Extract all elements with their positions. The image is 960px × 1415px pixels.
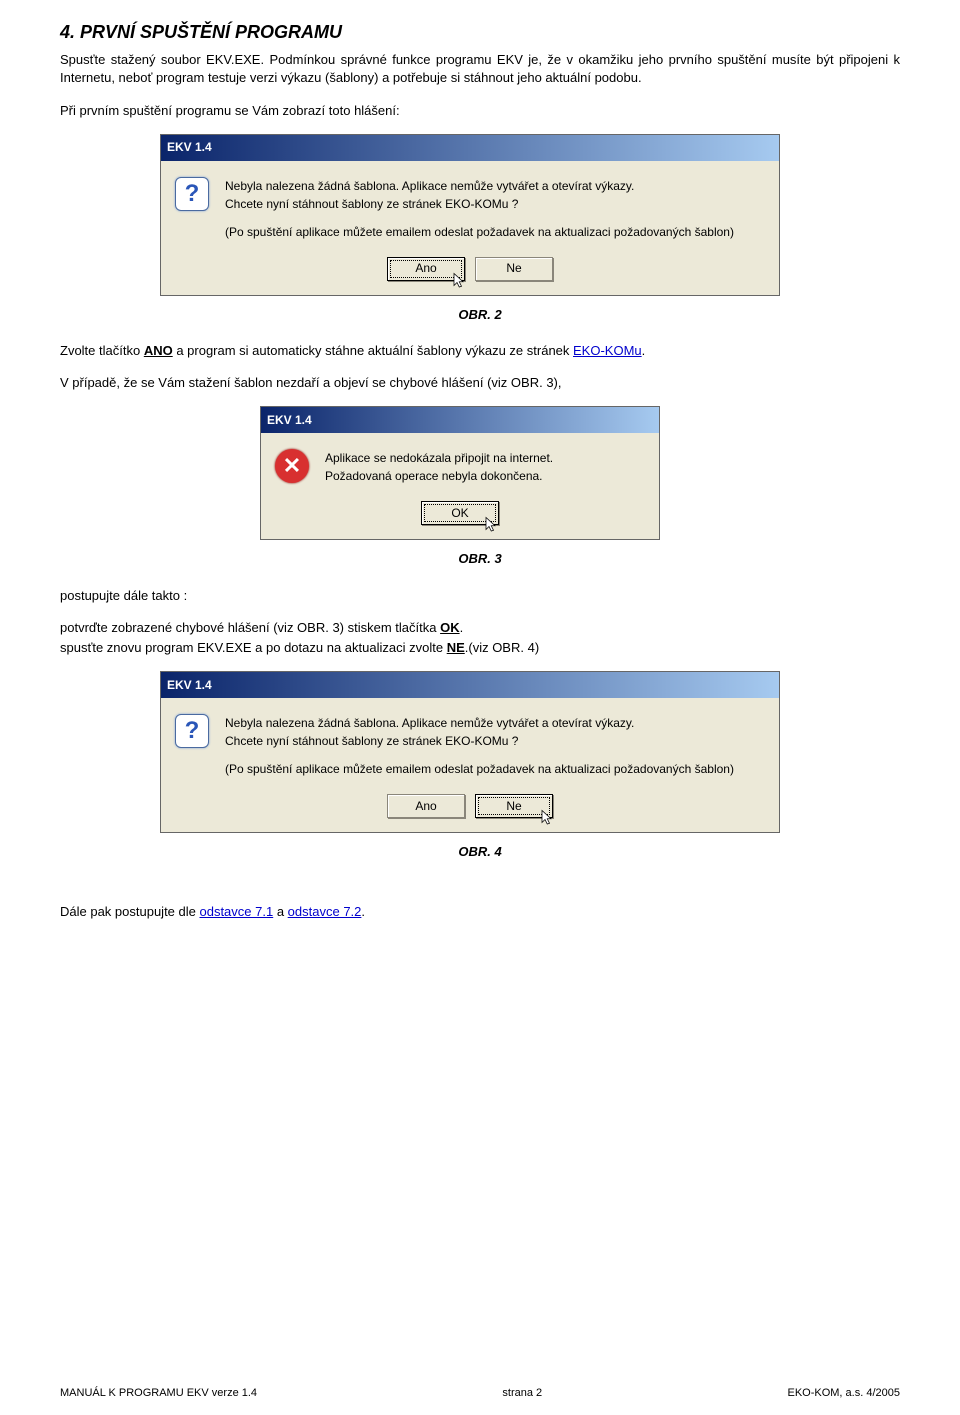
cursor-icon — [539, 806, 557, 830]
footer-left: MANUÁL K PROGRAMU EKV verze 1.4 — [60, 1386, 257, 1401]
footer-center: strana 2 — [502, 1386, 542, 1401]
link-7-1[interactable]: odstavce 7.1 — [199, 904, 273, 919]
dialog-title: EKV 1.4 — [167, 139, 212, 156]
dialog-msg-line2: Chcete nyní stáhnout šablony ze stránek … — [225, 195, 765, 213]
dialog-message: Nebyla nalezena žádná šablona. Aplikace … — [225, 177, 765, 241]
page-footer: MANUÁL K PROGRAMU EKV verze 1.4 strana 2… — [60, 1386, 900, 1401]
dialog-msg-line1: Aplikace se nedokázala připojit na inter… — [325, 449, 645, 467]
para-5: postupujte dále takto : — [60, 587, 900, 605]
caption-obr3: OBR. 3 — [60, 550, 900, 568]
dialog-message: Aplikace se nedokázala připojit na inter… — [325, 449, 645, 485]
question-icon: ? — [175, 177, 211, 241]
dialog-titlebar: EKV 1.4 — [161, 672, 779, 698]
dialog-buttons: Ano Ne — [161, 251, 779, 295]
para-2: Při prvním spuštění programu se Vám zobr… — [60, 102, 900, 120]
para-3-c: . — [642, 343, 646, 358]
dialog-title: EKV 1.4 — [267, 412, 312, 429]
link-7-2[interactable]: odstavce 7.2 — [288, 904, 362, 919]
dialog-msg-line3: (Po spuštění aplikace můžete emailem ode… — [225, 760, 765, 778]
dialog-titlebar: EKV 1.4 — [261, 407, 659, 433]
para-3: Zvolte tlačítko ANO a program si automat… — [60, 342, 900, 360]
para-8-mid: a — [273, 904, 287, 919]
dialog-body: ? Nebyla nalezena žádná šablona. Aplikac… — [161, 698, 779, 788]
para-1: Spusťte stažený soubor EKV.EXE. Podmínko… — [60, 51, 900, 87]
para-3-a: Zvolte tlačítko — [60, 343, 144, 358]
dialog-msg-line1: Nebyla nalezena žádná šablona. Aplikace … — [225, 177, 765, 195]
dialog-obr2: EKV 1.4 ? Nebyla nalezena žádná šablona.… — [160, 134, 780, 296]
para-7-ne: NE — [447, 640, 465, 655]
dialog-msg-line3: (Po spuštění aplikace můžete emailem ode… — [225, 223, 765, 241]
para-3-ano: ANO — [144, 343, 173, 358]
para-8-c: . — [361, 904, 365, 919]
dialog-message: Nebyla nalezena žádná šablona. Aplikace … — [225, 714, 765, 778]
para-8: Dále pak postupujte dle odstavce 7.1 a o… — [60, 903, 900, 921]
para-6-b: . — [460, 620, 464, 635]
link-ekokom[interactable]: EKO-KOMu — [573, 343, 642, 358]
dialog-body: ✕ Aplikace se nedokázala připojit na int… — [261, 433, 659, 495]
cursor-icon — [451, 269, 469, 293]
footer-right: EKO-KOM, a.s. 4/2005 — [787, 1386, 900, 1401]
para-4: V případě, že se Vám stažení šablon nezd… — [60, 374, 900, 392]
cursor-icon — [483, 513, 501, 537]
dialog-msg-line1: Nebyla nalezena žádná šablona. Aplikace … — [225, 714, 765, 732]
para-7-a: spusťte znovu program EKV.EXE a po dotaz… — [60, 640, 447, 655]
para-6-ok: OK — [440, 620, 460, 635]
para-8-a: Dále pak postupujte dle — [60, 904, 199, 919]
para-6-a: potvrďte zobrazené chybové hlášení (viz … — [60, 620, 440, 635]
dialog-title: EKV 1.4 — [167, 677, 212, 694]
dialog-titlebar: EKV 1.4 — [161, 135, 779, 161]
dialog-body: ? Nebyla nalezena žádná šablona. Aplikac… — [161, 161, 779, 251]
para-7: spusťte znovu program EKV.EXE a po dotaz… — [60, 639, 900, 657]
error-icon: ✕ — [275, 449, 311, 485]
dialog-buttons: Ano Ne — [161, 788, 779, 832]
question-icon: ? — [175, 714, 211, 778]
dialog-obr3: EKV 1.4 ✕ Aplikace se nedokázala připoji… — [260, 406, 660, 540]
no-button[interactable]: Ne — [475, 257, 553, 281]
dialog-msg-line2: Chcete nyní stáhnout šablony ze stránek … — [225, 732, 765, 750]
dialog-obr4: EKV 1.4 ? Nebyla nalezena žádná šablona.… — [160, 671, 780, 833]
para-6: potvrďte zobrazené chybové hlášení (viz … — [60, 619, 900, 637]
yes-button[interactable]: Ano — [387, 794, 465, 818]
para-3-b: a program si automaticky stáhne aktuální… — [173, 343, 573, 358]
caption-obr4: OBR. 4 — [60, 843, 900, 861]
caption-obr2: OBR. 2 — [60, 306, 900, 324]
dialog-msg-line2: Požadovaná operace nebyla dokončena. — [325, 467, 645, 485]
section-title: 4. PRVNÍ SPUŠTĚNÍ PROGRAMU — [60, 20, 900, 45]
dialog-buttons: OK — [261, 495, 659, 539]
para-7-b: .(viz OBR. 4) — [465, 640, 539, 655]
